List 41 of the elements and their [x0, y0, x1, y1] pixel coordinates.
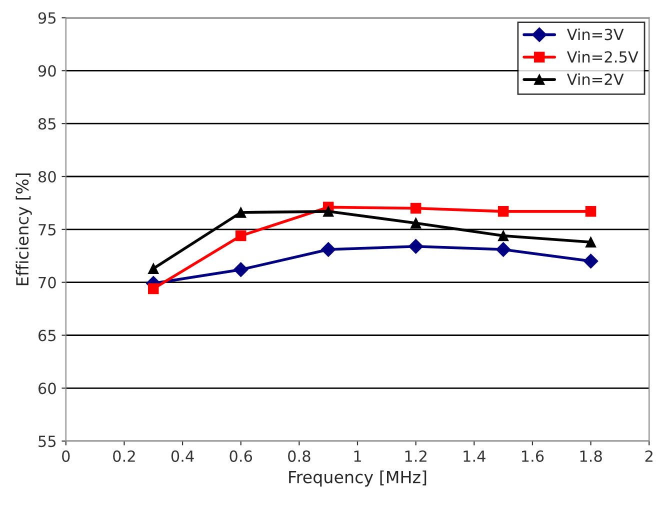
y-axis-title: Efficiency [%]	[16, 174, 32, 286]
x-tick-label: 0.4	[171, 450, 194, 462]
y-tick-label: 95	[38, 12, 56, 24]
y-tick-label: 85	[38, 118, 56, 130]
legend-label: Vin=2.5V	[566, 50, 638, 63]
y-tick-label: 80	[38, 170, 56, 183]
point	[235, 230, 246, 242]
point	[410, 202, 422, 214]
point	[148, 263, 159, 274]
y-tick-label: 65	[38, 330, 56, 342]
y-tick-label: 60	[38, 382, 56, 394]
point	[322, 206, 334, 217]
x-tick-label: 1.6	[522, 450, 544, 462]
point	[320, 242, 336, 257]
x-tick-label: 1	[354, 450, 361, 462]
point	[585, 236, 596, 248]
point	[148, 283, 159, 294]
x-tick-label: 1.4	[464, 450, 486, 462]
y-tick-label: 70	[38, 276, 56, 288]
y-tick-label: 75	[38, 224, 56, 236]
point	[498, 230, 509, 242]
y-tick-label: 90	[38, 65, 56, 77]
legend-label: Vin=2V	[566, 73, 624, 85]
point	[496, 242, 511, 257]
x-tick-label: 0	[62, 450, 70, 462]
x-tick-label: 0.2	[113, 450, 135, 462]
point	[498, 206, 509, 217]
point	[410, 218, 422, 228]
x-tick-label: 0.6	[230, 450, 252, 462]
y-tick-label: 55	[38, 436, 56, 448]
x-tick-label: 0.8	[288, 450, 310, 462]
point	[583, 254, 598, 269]
point	[408, 238, 424, 254]
x-axis-title: Frequency [MHz]	[289, 470, 426, 487]
x-tick-label: 1.8	[580, 450, 602, 462]
point	[233, 262, 248, 278]
x-tick-label: 2	[645, 450, 652, 462]
point	[585, 206, 596, 217]
legend-label: Vin=3V	[566, 28, 624, 40]
point	[235, 207, 246, 218]
x-tick-label: 1.2	[405, 450, 426, 462]
